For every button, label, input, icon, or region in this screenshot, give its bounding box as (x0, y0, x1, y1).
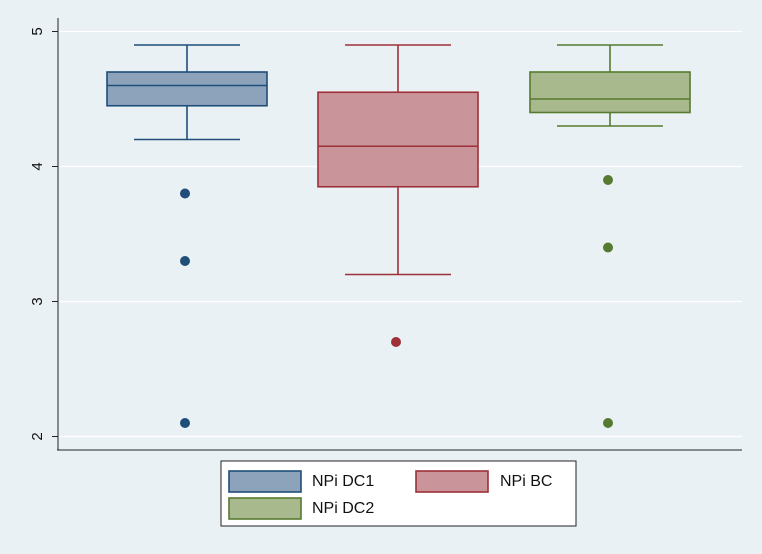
legend-swatch-1 (228, 470, 302, 493)
legend-label-2: NPi BC (500, 473, 552, 490)
boxes-layer (106, 44, 691, 428)
y-tick-label: 5 (29, 27, 46, 35)
series-1-iqr-box (106, 71, 268, 107)
y-tick-label: 4 (29, 162, 46, 170)
box-3 (529, 44, 691, 428)
series-1-outlier-point (180, 256, 190, 266)
series-2-outlier-point (391, 337, 401, 347)
box-2 (317, 44, 479, 347)
legend: NPi DC1 NPi BC NPi DC2 (220, 460, 577, 527)
series-3-iqr-box (529, 71, 691, 114)
legend-swatch-3 (228, 497, 302, 520)
series-3-outlier-point (603, 242, 613, 253)
series-1-outlier-point (180, 418, 190, 428)
series-2-iqr-box (317, 91, 479, 188)
y-tick-label: 3 (29, 297, 46, 305)
y-axis: 2 3 4 5 (29, 18, 59, 450)
series-3-outlier-point (603, 418, 613, 428)
box-1 (106, 44, 268, 428)
legend-swatch-2 (415, 470, 489, 493)
y-tick-label: 2 (29, 432, 46, 440)
legend-label-3: NPi DC2 (312, 500, 374, 517)
series-1-outlier-point (180, 188, 190, 199)
series-3-outlier-point (603, 175, 613, 185)
legend-label-1: NPi DC1 (312, 473, 374, 490)
